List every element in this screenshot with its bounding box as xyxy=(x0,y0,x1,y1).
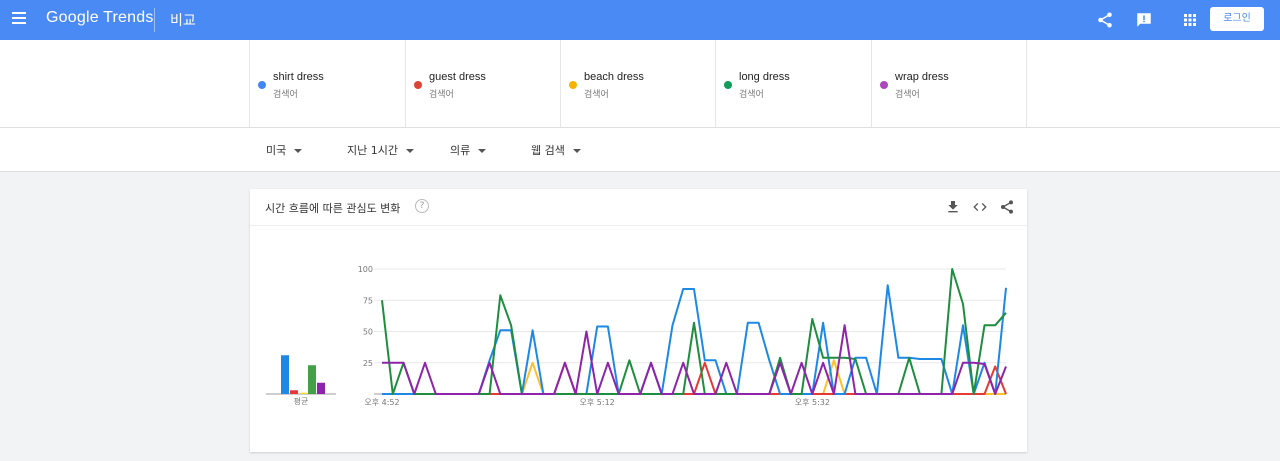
y-tick-label: 75 xyxy=(363,296,373,305)
top-app-bar: Google Trends 비교 로그인 xyxy=(0,0,1280,40)
series-color-dot xyxy=(569,81,577,89)
average-bar xyxy=(308,365,316,394)
term-name: long dress xyxy=(739,71,790,83)
help-icon[interactable]: ? xyxy=(415,199,429,213)
share-icon[interactable] xyxy=(999,199,1015,215)
interest-chart: 25 50 75 100 오후 4:52 오후 5:12 오후 5:32 평균 xyxy=(266,265,1007,407)
average-label: 평균 xyxy=(294,396,309,406)
term-card-beach-dress[interactable]: beach dress 검색어 xyxy=(560,40,715,127)
category-label: 의류 xyxy=(450,144,471,157)
series-line xyxy=(382,284,1007,395)
term-card-shirt-dress[interactable]: shirt dress 검색어 xyxy=(249,40,404,127)
apps-grid-icon[interactable] xyxy=(1181,11,1199,29)
x-tick-label: 오후 5:32 xyxy=(795,398,830,407)
card-divider xyxy=(250,225,1027,226)
term-name: beach dress xyxy=(584,71,644,83)
term-name: guest dress xyxy=(429,71,486,83)
share-icon[interactable] xyxy=(1096,11,1114,29)
series-color-dot xyxy=(414,81,422,89)
term-card-guest-dress[interactable]: guest dress 검색어 xyxy=(405,40,560,127)
term-type: 검색어 xyxy=(895,90,920,100)
series-color-dot xyxy=(258,81,266,89)
series-color-dot xyxy=(724,81,732,89)
average-bar xyxy=(290,390,298,394)
feedback-icon[interactable] xyxy=(1135,11,1153,29)
terms-divider xyxy=(1026,40,1027,127)
series-line xyxy=(381,268,1007,395)
average-bar xyxy=(317,382,325,394)
term-type: 검색어 xyxy=(739,90,764,100)
dropdown-arrow-icon xyxy=(294,149,303,153)
series-color-dot xyxy=(880,81,888,89)
download-icon[interactable] xyxy=(945,199,961,215)
term-card-long-dress[interactable]: long dress 검색어 xyxy=(715,40,870,127)
filter-bar: 미국 지난 1시간 의류 웹 검색 xyxy=(0,128,1280,172)
dropdown-arrow-icon xyxy=(572,149,581,153)
term-name: shirt dress xyxy=(273,71,324,83)
x-tick-label: 오후 4:52 xyxy=(364,398,399,407)
y-tick-label: 25 xyxy=(363,359,373,368)
search-type-dropdown[interactable]: 웹 검색 xyxy=(531,142,581,158)
menu-icon[interactable] xyxy=(12,12,28,28)
x-tick-label: 오후 5:12 xyxy=(580,398,615,407)
term-type: 검색어 xyxy=(273,90,298,100)
category-dropdown[interactable]: 의류 xyxy=(450,142,487,158)
term-type: 검색어 xyxy=(584,90,609,100)
term-type: 검색어 xyxy=(429,90,454,100)
series-line xyxy=(382,324,1007,395)
term-name: wrap dress xyxy=(895,71,949,83)
dropdown-arrow-icon xyxy=(405,149,414,153)
embed-code-icon[interactable] xyxy=(972,199,988,215)
header-divider xyxy=(154,8,155,32)
time-range-label: 지난 1시간 xyxy=(347,144,398,157)
average-bar xyxy=(299,392,307,394)
region-label: 미국 xyxy=(266,144,287,157)
card-title: 시간 흐름에 따른 관심도 변화 xyxy=(265,202,401,215)
dropdown-arrow-icon xyxy=(478,149,487,153)
y-tick-label: 100 xyxy=(358,265,373,274)
page-title: 비교 xyxy=(170,13,196,29)
comparison-terms-bar: shirt dress 검색어 guest dress 검색어 beach dr… xyxy=(0,40,1280,128)
interest-over-time-card: 시간 흐름에 따른 관심도 변화 ? 25 50 75 100 오후 4:52 오후 5:… xyxy=(250,189,1027,452)
term-card-wrap-dress[interactable]: wrap dress 검색어 xyxy=(871,40,1026,127)
search-type-label: 웹 검색 xyxy=(531,144,565,157)
time-range-dropdown[interactable]: 지난 1시간 xyxy=(347,142,414,158)
average-bar xyxy=(281,355,289,394)
region-dropdown[interactable]: 미국 xyxy=(266,142,303,158)
google-trends-logo[interactable]: Google Trends xyxy=(46,9,154,26)
y-tick-label: 50 xyxy=(363,328,373,337)
login-button[interactable]: 로그인 xyxy=(1210,7,1264,31)
